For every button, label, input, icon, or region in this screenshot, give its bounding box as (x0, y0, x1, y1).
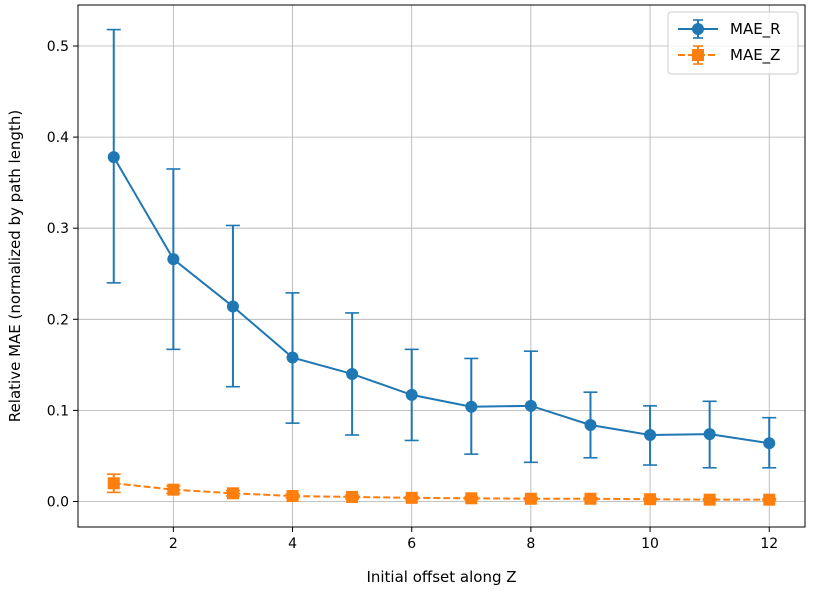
data-point (465, 492, 478, 505)
data-point (644, 428, 657, 441)
y-tick-label: 0.2 (47, 312, 69, 328)
data-point (107, 477, 120, 490)
legend-marker (692, 23, 704, 35)
x-tick-label: 12 (760, 536, 778, 552)
data-point (703, 493, 716, 506)
data-point (644, 493, 657, 506)
x-tick-label: 4 (288, 536, 297, 552)
data-point (465, 400, 478, 413)
plot-frame (77, 4, 806, 528)
data-point (524, 399, 537, 412)
legend-label: MAE_R (730, 20, 781, 39)
data-point (584, 418, 597, 431)
x-tick-label: 6 (407, 536, 416, 552)
x-tick-label: 8 (526, 536, 535, 552)
data-point (405, 491, 418, 504)
legend-marker (692, 49, 704, 61)
y-tick-label: 0.5 (47, 39, 69, 55)
data-point (405, 388, 418, 401)
y-tick-label: 0.1 (47, 403, 69, 419)
data-point (226, 487, 239, 500)
data-point (763, 437, 776, 450)
y-tick-label: 0.0 (47, 494, 69, 510)
data-point (286, 351, 299, 364)
x-axis-label: Initial offset along Z (366, 568, 516, 586)
series-mae-z (106, 473, 777, 506)
data-point (703, 428, 716, 441)
legend-label: MAE_Z (730, 46, 780, 65)
series-mae-r (106, 28, 777, 469)
grid (78, 5, 805, 527)
data-point (107, 151, 120, 164)
legend-item-mae-z: MAE_Z (678, 45, 780, 65)
data-point (226, 300, 239, 313)
data-point (584, 492, 597, 505)
x-tick-label: 10 (641, 536, 659, 552)
legend: MAE_R MAE_Z (667, 11, 799, 75)
data-point (524, 492, 537, 505)
axis-ticks: 2 4 6 8 10 12 0.0 0.1 0.2 0.3 0.4 0.5 (47, 39, 778, 552)
data-point (167, 253, 180, 266)
y-tick-label: 0.4 (47, 130, 69, 146)
y-axis-label: Relative MAE (normalized by path length) (6, 110, 24, 422)
data-point (286, 490, 299, 503)
y-tick-label: 0.3 (47, 221, 69, 237)
legend-item-mae-r: MAE_R (678, 19, 781, 39)
x-tick-label: 2 (169, 536, 178, 552)
series-line (113, 482, 770, 501)
plot-content (106, 28, 777, 506)
data-point (167, 483, 180, 496)
data-point (763, 493, 776, 506)
series-line (112, 156, 770, 445)
data-point (346, 367, 359, 380)
data-point (346, 490, 359, 503)
